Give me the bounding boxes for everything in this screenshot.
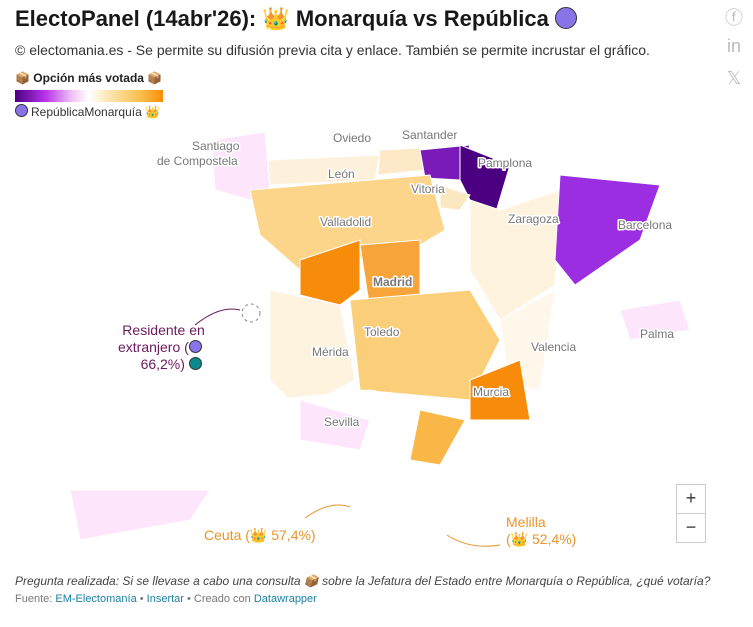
city-murcia: Murcia [473,385,509,399]
abroad-text: extranjero ( [118,339,189,355]
abroad-marker [241,303,261,323]
republic-circle-icon [555,7,578,29]
page-title-row: ElectoPanel (14abr'26): 👑 Monarquía vs R… [15,6,580,32]
legend-left: República [31,105,85,119]
ceuta-arrow [304,504,351,519]
region-rioja[interactable] [439,184,471,211]
source-label: Fuente: [15,593,53,605]
legend-color-scale [15,90,163,102]
city-valladolid: Valladolid [320,215,371,229]
subtitle: © electomania.es - Se permite su difusió… [15,42,650,58]
regions [69,131,691,541]
abroad-line1: Residente en [122,322,205,338]
legend-right: Monarquía 👑 [84,105,161,119]
legend-title: 📦 Opción más votada 📦 [15,71,163,85]
city-santiago-2: de Compostela [157,154,238,168]
abroad-arrow [194,308,241,326]
melilla-arrow [446,534,501,547]
republic-circle-icon [15,104,28,117]
zoom-in-button[interactable]: + [676,484,706,514]
city-palma: Palma [640,327,674,341]
page-title: ElectoPanel (14abr'26): 👑 Monarquía vs R… [15,6,549,31]
republic-circle-icon [188,340,202,353]
region-baleares[interactable] [619,299,691,341]
city-pamplona: Pamplona [478,156,532,170]
question-note: Pregunta realizada: Si se llevase a cabo… [15,574,711,588]
legend-labels: RepúblicaMonarquía 👑 [15,104,160,119]
facebook-icon[interactable]: ⓕ [725,8,743,28]
city-madrid: Madrid [373,275,412,289]
embed-link[interactable]: Insertar [146,593,184,605]
city-vitoria: Vitoria [411,182,445,196]
datawrapper-link[interactable]: Datawrapper [253,593,317,605]
melilla-annotation: Melilla (👑 52,4%) [506,514,576,548]
region-sevilla[interactable] [299,399,371,451]
region-avila-segovia[interactable] [299,239,361,306]
abroad-annotation: Residente en extranjero ( 66,2%) [118,322,205,373]
city-valencia: Valencia [531,340,576,354]
source-link[interactable]: EM-Electomanía [55,593,137,605]
source-line: Fuente: EM-Electomanía • Insertar • Crea… [15,593,317,605]
linkedin-icon[interactable]: in [726,36,741,56]
melilla-line2: (👑 52,4%) [506,531,577,547]
created-label: Creado con [193,593,251,605]
city-santander: Santander [402,128,457,142]
abroad-line2: extranjero ( [118,339,205,356]
abroad-line3: 66,2%) [118,356,205,373]
melilla-line1: Melilla [506,514,546,530]
region-almeria[interactable] [409,409,466,466]
teal-circle-icon [188,357,202,370]
spain-map[interactable]: Santiago de Compostela Oviedo Santander … [0,120,753,560]
city-oviedo: Oviedo [333,131,371,145]
city-merida: Mérida [312,345,349,359]
region-canarias[interactable] [69,489,211,541]
abroad-pct: 66,2%) [140,356,185,372]
region-cantabria[interactable] [377,147,426,176]
region-cataluna[interactable] [554,174,661,286]
x-icon[interactable]: 𝕏 [726,68,742,88]
city-leon: León [328,167,355,181]
city-toledo: Toledo [364,325,400,339]
region-murcia[interactable] [469,359,531,421]
region-castilla-mancha[interactable] [349,289,501,401]
zoom-out-button[interactable]: − [676,513,706,543]
city-barcelona: Barcelona [618,218,672,232]
city-sevilla: Sevilla [324,415,360,429]
region-aragon[interactable] [469,189,561,321]
ceuta-annotation: Ceuta (👑 57,4%) [204,527,316,543]
city-labels: Santiago de Compostela Oviedo Santander … [156,127,676,431]
city-santiago: Santiago [192,139,240,153]
city-zaragoza: Zaragoza [508,212,559,226]
